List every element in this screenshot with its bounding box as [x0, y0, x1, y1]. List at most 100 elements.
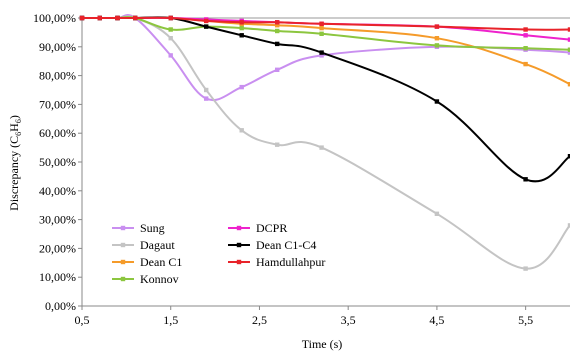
y-axis-label: Discrepancy (C6H6): [7, 115, 23, 211]
data-point-hamdullahpur: [204, 18, 209, 24]
series-dean-c1-c4: [79, 15, 570, 183]
x-axis-label: Time (s): [302, 337, 343, 351]
data-point-konnov: [168, 27, 173, 32]
series-layer: [79, 14, 570, 271]
data-point-hamdullahpur: [434, 24, 440, 29]
legend: Sung Dagaut Dean C1 Konnov DCPR Dean C1-C4 Ham…: [112, 221, 325, 286]
legend-marker: [236, 259, 242, 265]
legend-item-dean-c1-c4: Dean C1-C4: [228, 238, 316, 252]
data-point-hamdullahpur: [115, 15, 120, 21]
y-axis-label-sub1: 6: [14, 132, 23, 136]
series-line-konnov: [82, 16, 570, 51]
data-point-dean-c1-c4: [523, 177, 528, 182]
data-point-konnov: [319, 31, 324, 36]
data-point-sung: [567, 50, 570, 55]
data-point-hamdullahpur: [275, 20, 280, 25]
data-point-sung: [239, 84, 244, 90]
x-tick-label: 1,5: [163, 313, 178, 327]
series-line-dean-c1-c4: [82, 16, 570, 183]
data-point-sung: [319, 53, 324, 58]
legend-item-dean-c1: Dean C1: [112, 255, 182, 269]
data-point-dagaut: [275, 142, 280, 147]
data-point-dean-c1-c4: [319, 50, 324, 55]
legend-label: Konnov: [140, 272, 179, 286]
y-axis-label-close: ): [7, 115, 21, 119]
data-point-dean-c1: [319, 25, 324, 31]
legend-item-sung: Sung: [112, 221, 165, 235]
data-point-hamdullahpur: [239, 20, 244, 25]
data-point-dagaut: [204, 87, 209, 93]
y-tick-label: 0,00%: [45, 299, 76, 313]
data-point-dean-c1-c4: [204, 24, 209, 29]
data-point-dagaut: [168, 36, 173, 41]
data-point-hamdullahpur: [567, 27, 570, 32]
data-point-hamdullahpur: [97, 15, 102, 21]
data-point-hamdullahpur: [168, 15, 173, 21]
legend-label: DCPR: [256, 221, 287, 235]
y-tick-label: 20,00%: [39, 241, 76, 255]
legend-item-konnov: Konnov: [112, 272, 179, 286]
data-point-konnov: [434, 43, 440, 48]
data-point-dcpr: [567, 37, 570, 42]
data-point-hamdullahpur: [319, 21, 324, 26]
data-point-konnov: [239, 25, 244, 31]
legend-item-dagaut: Dagaut: [112, 238, 175, 252]
series-hamdullahpur: [79, 15, 570, 32]
data-point-dean-c1-c4: [239, 33, 244, 38]
y-tick-label: 30,00%: [39, 213, 76, 227]
data-point-konnov: [275, 28, 280, 34]
legend-label: Sung: [140, 221, 165, 235]
legend-label: Dean C1: [140, 255, 182, 269]
data-point-dean-c1: [434, 36, 440, 41]
data-point-dagaut: [434, 211, 440, 216]
data-point-konnov: [523, 46, 528, 51]
data-point-dcpr: [523, 33, 528, 38]
data-point-sung: [275, 67, 280, 72]
x-tick-label: 5,5: [518, 313, 533, 327]
legend-marker: [236, 242, 242, 248]
x-tick-label: 3,5: [341, 313, 356, 327]
legend-marker: [120, 242, 126, 248]
data-point-sung: [168, 53, 173, 58]
legend-item-dcpr: DCPR: [228, 221, 287, 235]
y-tick-label: 70,00%: [39, 97, 76, 111]
legend-marker: [120, 276, 126, 282]
y-tick-label: 50,00%: [39, 155, 76, 169]
data-point-hamdullahpur: [523, 27, 528, 32]
data-point-konnov: [567, 47, 570, 52]
legend-label: Hamdullahpur: [256, 255, 325, 269]
data-point-dean-c1: [523, 61, 528, 67]
x-tick-label: 2,5: [252, 313, 267, 327]
data-point-dean-c1-c4: [434, 99, 440, 104]
data-point-dagaut: [319, 145, 324, 150]
legend-marker: [120, 259, 126, 265]
series-konnov: [79, 15, 570, 52]
data-point-dean-c1: [567, 82, 570, 87]
y-axis-label-main: Discrepancy (C: [7, 136, 21, 211]
data-point-dagaut: [523, 266, 528, 271]
data-point-sung: [204, 96, 209, 101]
data-point-hamdullahpur: [79, 15, 85, 21]
y-tick-label: 10,00%: [39, 270, 76, 284]
data-point-hamdullahpur: [133, 15, 138, 21]
y-axis-label-species: H: [7, 123, 21, 132]
y-axis-label-sub2: 6: [14, 119, 23, 123]
legend-item-hamdullahpur: Hamdullahpur: [228, 255, 325, 269]
data-point-dean-c1-c4: [275, 41, 280, 47]
y-tick-label: 80,00%: [39, 69, 76, 83]
y-tick-label: 90,00%: [39, 40, 76, 54]
data-point-dagaut: [567, 223, 570, 228]
x-tick-label: 4,5: [429, 313, 444, 327]
data-point-dagaut: [239, 128, 244, 133]
x-tick-label: 0,5: [75, 313, 90, 327]
data-point-dean-c1-c4: [567, 154, 570, 159]
y-tick-label: 100,00%: [33, 11, 76, 25]
legend-marker: [120, 225, 126, 231]
y-axis-ticks: 0,00% 10,00% 20,00% 30,00% 40,00% 50,00% 60,00…: [33, 11, 82, 313]
legend-label: Dagaut: [140, 238, 175, 252]
y-tick-label: 40,00%: [39, 184, 76, 198]
legend-label: Dean C1-C4: [256, 238, 316, 252]
x-axis-ticks: 0,5 1,5 2,5 3,5 4,5 5,5: [75, 306, 533, 327]
data-point-dean-c1: [275, 23, 280, 28]
